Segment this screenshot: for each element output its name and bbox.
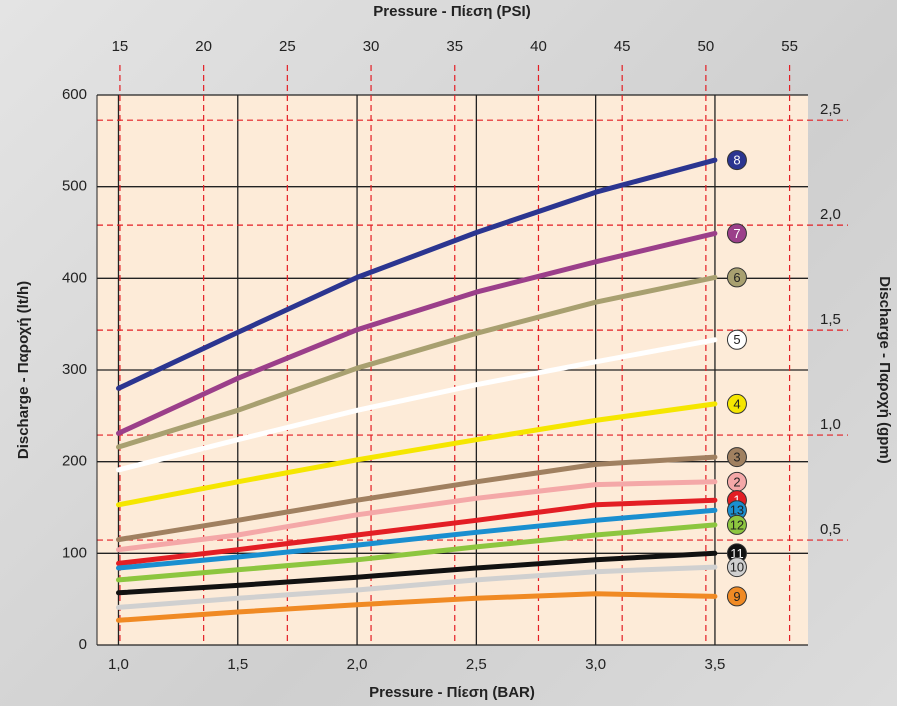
legend-label: 1 bbox=[733, 493, 740, 508]
series-line bbox=[116, 274, 718, 450]
series-line bbox=[116, 157, 718, 391]
y2-tick-label: 2,0 bbox=[820, 206, 841, 223]
y2-axis-title: Discharge - Παροχή (gpm) bbox=[876, 276, 893, 463]
legend-label: 10 bbox=[730, 560, 744, 575]
series-badge bbox=[726, 150, 747, 171]
x2-tick-label: 30 bbox=[363, 38, 380, 55]
series-badge bbox=[726, 447, 747, 468]
series-line bbox=[116, 591, 718, 623]
x-tick-label: 3,5 bbox=[705, 656, 726, 673]
series-line bbox=[116, 230, 718, 436]
series-line bbox=[116, 479, 718, 553]
legend-label: 3 bbox=[733, 450, 740, 465]
y-tick-label: 400 bbox=[62, 269, 87, 286]
y-tick-label: 200 bbox=[62, 453, 87, 470]
x2-tick-label: 35 bbox=[446, 38, 463, 55]
x2-axis-title: Pressure - Πίεση (PSI) bbox=[373, 3, 530, 20]
x-tick-label: 1,5 bbox=[227, 656, 248, 673]
series-badge bbox=[726, 586, 747, 607]
series-badge bbox=[726, 223, 747, 244]
series-line bbox=[116, 337, 718, 473]
legend-label: 8 bbox=[733, 153, 740, 168]
legend-label: 5 bbox=[733, 332, 740, 347]
legend-label: 13 bbox=[730, 503, 744, 518]
x2-tick-label: 25 bbox=[279, 38, 296, 55]
y-tick-label: 600 bbox=[62, 86, 87, 103]
y-tick-label: 0 bbox=[79, 636, 87, 653]
series-line bbox=[116, 564, 718, 610]
legend-label: 4 bbox=[733, 396, 740, 411]
y2-tick-label: 1,0 bbox=[820, 416, 841, 433]
series-badge bbox=[726, 393, 747, 414]
series-line bbox=[116, 497, 718, 566]
x2-tick-label: 50 bbox=[698, 38, 715, 55]
y2-tick-label: 1,5 bbox=[820, 311, 841, 328]
legend-label: 7 bbox=[733, 226, 740, 241]
legend-label: 11 bbox=[730, 546, 744, 561]
y-tick-label: 100 bbox=[62, 544, 87, 561]
x2-tick-label: 55 bbox=[781, 38, 798, 55]
x2-tick-label: 15 bbox=[112, 38, 129, 55]
series-badge bbox=[726, 267, 747, 288]
legend-label: 9 bbox=[733, 589, 740, 604]
x2-tick-label: 40 bbox=[530, 38, 547, 55]
series-line bbox=[116, 507, 718, 571]
y-tick-label: 500 bbox=[62, 178, 87, 195]
x-tick-label: 2,5 bbox=[466, 656, 487, 673]
y2-tick-label: 0,5 bbox=[820, 521, 841, 538]
legend-label: 2 bbox=[733, 474, 740, 489]
y2-tick-label: 2,5 bbox=[820, 101, 841, 118]
x2-tick-label: 45 bbox=[614, 38, 631, 55]
x-axis-title: Pressure - Πίεση (BAR) bbox=[369, 684, 535, 701]
series-line bbox=[116, 522, 718, 583]
series-line bbox=[116, 454, 718, 543]
series-line bbox=[116, 401, 718, 508]
x2-tick-label: 20 bbox=[195, 38, 212, 55]
series-badge bbox=[726, 514, 747, 535]
y-tick-label: 300 bbox=[62, 361, 87, 378]
legend-label: 6 bbox=[733, 270, 740, 285]
y-axis-title: Discharge - Παροχή (lt/h) bbox=[15, 281, 32, 459]
series-badge bbox=[726, 329, 747, 350]
series-badge bbox=[726, 557, 747, 578]
series-line bbox=[116, 550, 718, 596]
legend-label: 12 bbox=[730, 517, 744, 532]
x-tick-label: 1,0 bbox=[108, 656, 129, 673]
x-tick-label: 2,0 bbox=[347, 656, 368, 673]
x-tick-label: 3,0 bbox=[585, 656, 606, 673]
